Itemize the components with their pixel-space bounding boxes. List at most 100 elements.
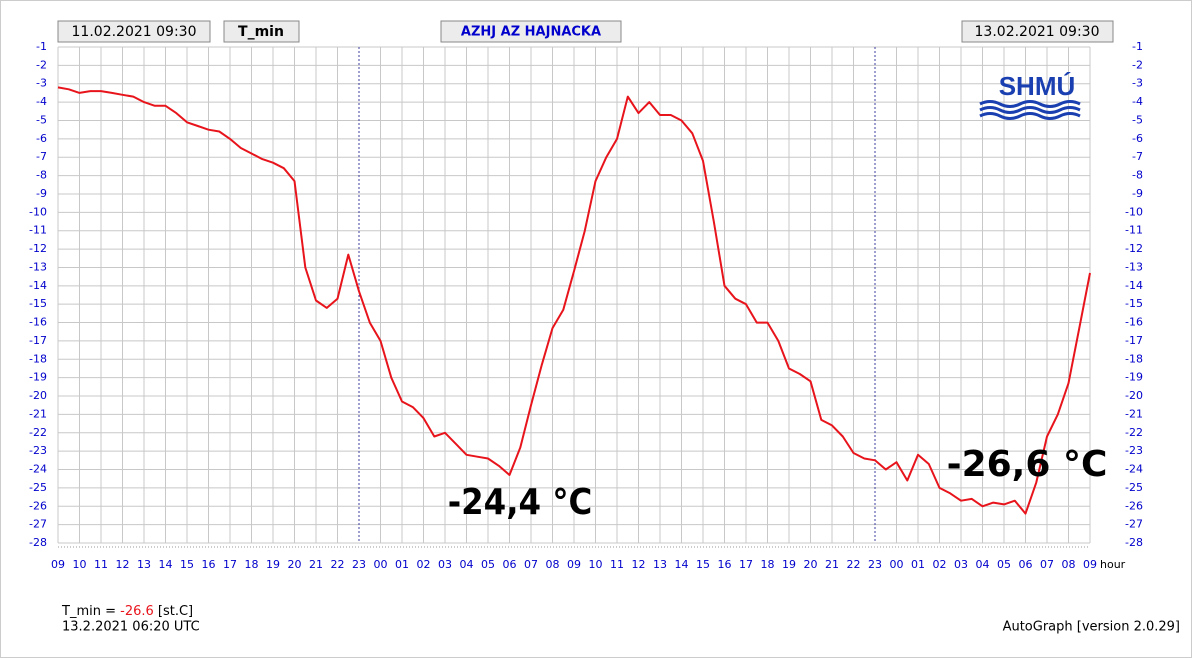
y-tick-label: -28 [29, 536, 47, 549]
x-tick-label: 12 [116, 558, 130, 571]
y-tick-label-right: -17 [1125, 334, 1143, 347]
x-tick-label: 10 [73, 558, 87, 571]
x-tick-label: 14 [675, 558, 689, 571]
y-tick-label-right: -25 [1125, 481, 1143, 494]
y-tick-label-right: -14 [1125, 279, 1143, 292]
x-tick-label: 02 [933, 558, 947, 571]
y-tick-label: -11 [29, 224, 47, 237]
y-tick-label-right: -7 [1132, 150, 1143, 163]
y-tick-label: -6 [36, 132, 47, 145]
end-date: 13.02.2021 09:30 [975, 24, 1100, 40]
y-tick-label: -10 [29, 205, 47, 218]
x-tick-label: 08 [546, 558, 560, 571]
x-tick-label: 09 [51, 558, 65, 571]
y-tick-label-right: -11 [1125, 224, 1143, 237]
y-tick-label: -20 [29, 389, 47, 402]
variable: T_min [238, 24, 284, 40]
x-tick-label: 09 [1083, 558, 1097, 571]
x-tick-label: 16 [202, 558, 216, 571]
x-tick-label: 03 [438, 558, 452, 571]
x-tick-label: 21 [309, 558, 323, 571]
y-tick-label: -26 [29, 499, 47, 512]
x-tick-label: 01 [911, 558, 925, 571]
x-tick-label: 09 [567, 558, 581, 571]
footer-value: T_min = -26.6 [st.C] [61, 604, 193, 619]
footer-number: -26.6 [120, 604, 154, 619]
start-box [57, 20, 211, 43]
y-tick-label-right: -2 [1132, 58, 1143, 71]
footer-label: T_min = [61, 604, 116, 619]
footer-software: AutoGraph [version 2.0.29] [1003, 620, 1180, 635]
x-tick-label: 17 [739, 558, 753, 571]
x-tick-label: 08 [1062, 558, 1076, 571]
x-tick-label: 01 [395, 558, 409, 571]
x-tick-label: 17 [223, 558, 237, 571]
end-box [961, 20, 1114, 43]
y-tick-label: -24 [29, 463, 47, 476]
x-tick-label: 16 [718, 558, 732, 571]
x-tick-label: 15 [180, 558, 194, 571]
station: AZHJ AZ HAJNACKA [461, 25, 601, 40]
y-tick-label-right: -19 [1125, 371, 1143, 384]
y-tick-label-right: -27 [1125, 518, 1143, 531]
x-tick-label: 06 [1019, 558, 1033, 571]
x-tick-label: 12 [632, 558, 646, 571]
variable-box [223, 20, 300, 43]
y-tick-label-right: -22 [1125, 426, 1143, 439]
y-tick-label: -22 [29, 426, 47, 439]
y-tick-label-right: -28 [1125, 536, 1143, 549]
y-tick-label: -25 [29, 481, 47, 494]
y-tick-label: -2 [36, 58, 47, 71]
y-tick-label-right: -3 [1132, 77, 1143, 90]
y-tick-label: -7 [36, 150, 47, 163]
y-tick-label: -12 [29, 242, 47, 255]
x-tick-label: 19 [266, 558, 280, 571]
y-tick-label-right: -8 [1132, 169, 1143, 182]
x-tick-label: 00 [374, 558, 388, 571]
x-tick-label: 23 [868, 558, 882, 571]
x-tick-label: 06 [503, 558, 517, 571]
x-tick-label: 19 [782, 558, 796, 571]
y-tick-label: -4 [36, 95, 47, 108]
y-tick-label: -14 [29, 279, 47, 292]
x-tick-label: 20 [804, 558, 818, 571]
x-tick-label: 10 [589, 558, 603, 571]
x-tick-label: 18 [761, 558, 775, 571]
y-tick-label-right: -24 [1125, 463, 1143, 476]
y-tick-label-right: -6 [1132, 132, 1143, 145]
x-tick-label: 22 [331, 558, 345, 571]
y-tick-label-right: -12 [1125, 242, 1143, 255]
logo: SHMÚ [999, 71, 1076, 101]
y-tick-label: -15 [29, 297, 47, 310]
y-tick-label: -18 [29, 352, 47, 365]
y-tick-label: -27 [29, 518, 47, 531]
x-tick-label: 11 [94, 558, 108, 571]
y-tick-label: -9 [36, 187, 47, 200]
x-tick-label: 13 [653, 558, 667, 571]
y-tick-label: -21 [29, 407, 47, 420]
footer-unit: [st.C] [158, 604, 193, 619]
x-tick-label: 21 [825, 558, 839, 571]
x-tick-label: 02 [417, 558, 431, 571]
y-tick-label: -17 [29, 334, 47, 347]
x-tick-label: 04 [460, 558, 474, 571]
y-tick-label-right: -13 [1125, 260, 1143, 273]
y-tick-label: -13 [29, 260, 47, 273]
x-axis-label: hour [1100, 558, 1126, 571]
x-tick-label: 23 [352, 558, 366, 571]
x-tick-label: 05 [481, 558, 495, 571]
y-tick-label-right: -16 [1125, 316, 1143, 329]
logo-waves [979, 100, 1081, 120]
x-tick-label: 18 [245, 558, 259, 571]
y-tick-label-right: -9 [1132, 187, 1143, 200]
annotation: -26,6 °C [947, 444, 1108, 485]
plot [57, 46, 1091, 548]
station-box [440, 20, 622, 43]
x-tick-label: 13 [137, 558, 151, 571]
x-tick-label: 00 [890, 558, 904, 571]
y-tick-label: -23 [29, 444, 47, 457]
x-tick-label: 03 [954, 558, 968, 571]
y-tick-label: -5 [36, 113, 47, 126]
y-tick-label-right: -4 [1132, 95, 1143, 108]
